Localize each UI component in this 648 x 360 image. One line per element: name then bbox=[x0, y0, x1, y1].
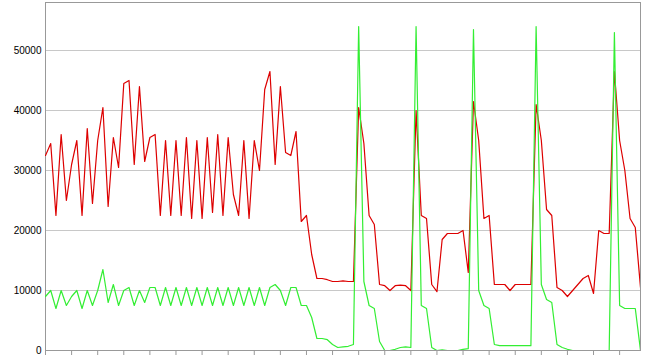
svg-text:50000: 50000 bbox=[14, 45, 42, 56]
svg-text:30000: 30000 bbox=[14, 165, 42, 176]
svg-text:10000: 10000 bbox=[14, 285, 42, 296]
svg-text:40000: 40000 bbox=[14, 105, 42, 116]
svg-text:20000: 20000 bbox=[14, 225, 42, 236]
svg-text:0: 0 bbox=[36, 345, 42, 356]
